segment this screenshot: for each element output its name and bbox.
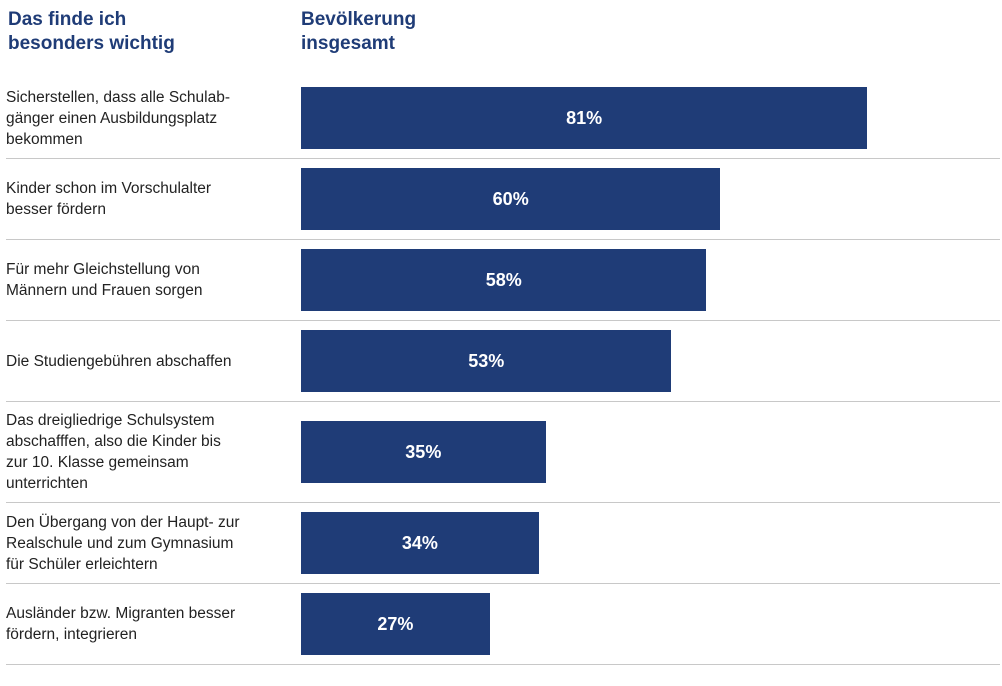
plot-area: 60%: [301, 168, 1000, 230]
bar: 60%: [301, 168, 721, 230]
bar: 35%: [301, 421, 546, 483]
bar: 34%: [301, 512, 539, 574]
plot-area: 81%: [301, 87, 1000, 149]
category-label: Ausländer bzw. Migranten besser fördern, …: [6, 603, 301, 645]
row: Sicherstellen, dass alle Schulab-gänger …: [6, 78, 1000, 159]
category-label-line: Ausländer bzw. Migranten besser: [6, 605, 236, 622]
category-label-line: bekommen: [6, 130, 83, 148]
bar: 27%: [301, 593, 490, 655]
row: Die Studiengebühren abschaffen 53%: [6, 321, 1000, 402]
title-line: besonders wichtig: [8, 33, 175, 54]
category-label-line: für Schüler erleichtern: [6, 555, 158, 573]
series-title-line: insgesamt: [301, 33, 395, 54]
category-label: Die Studiengebühren abschaffen: [6, 351, 301, 372]
title-line: Das finde ich: [8, 9, 127, 30]
value-label: 53%: [468, 350, 505, 371]
category-label-line: Den Übergang von der Haupt- zur: [6, 513, 240, 531]
value-label: 35%: [405, 441, 442, 462]
plot-area: 53%: [301, 330, 1000, 392]
category-label-line: Männern und Frauen sorgen: [6, 282, 203, 299]
category-label: Sicherstellen, dass alle Schulab-gänger …: [6, 87, 301, 150]
value-label: 27%: [377, 613, 414, 634]
category-label: Kinder schon im Vorschulalter besser förd…: [6, 178, 301, 220]
plot-area: 27%: [301, 593, 1000, 655]
category-label-line: unterrichten: [6, 475, 88, 492]
category-label-line: zur 10. Klasse gemeinsam: [6, 454, 189, 471]
row: Kinder schon im Vorschulalter besser förd…: [6, 159, 1000, 240]
bar: 53%: [301, 330, 672, 392]
series-header: Bevölkerung insgesamt: [301, 8, 416, 56]
category-label-line: abschafffen, also die Kinder bis: [6, 433, 221, 450]
category-label-line: Das dreigliedrige Schulsystem: [6, 412, 215, 429]
plot-area: 35%: [301, 421, 1000, 483]
row: Den Übergang von der Haupt- zur Realschul…: [6, 503, 1000, 584]
value-label: 60%: [492, 188, 529, 209]
value-label: 58%: [485, 269, 522, 290]
bar: 81%: [301, 87, 868, 149]
value-label: 81%: [566, 107, 603, 128]
plot-area: 58%: [301, 249, 1000, 311]
value-label: 34%: [401, 532, 438, 553]
category-label-line: gänger einen Ausbildungsplatz: [6, 109, 218, 127]
chart: Sicherstellen, dass alle Schulab-gänger …: [6, 78, 1000, 665]
category-label-line: besser fördern: [6, 201, 106, 218]
category-label-line: Realschule und zum Gymnasium: [6, 534, 234, 552]
row: Das dreigliedrige Schulsystem abschafffen…: [6, 402, 1000, 503]
row: Für mehr Gleichstellung von Männern und F…: [6, 240, 1000, 321]
category-label: Für mehr Gleichstellung von Männern und F…: [6, 259, 301, 301]
category-label-line: Für mehr Gleichstellung von: [6, 261, 200, 278]
category-label-line: Die Studiengebühren abschaffen: [6, 352, 232, 370]
category-label: Das dreigliedrige Schulsystem abschafffen…: [6, 410, 301, 494]
plot-area: 34%: [301, 512, 1000, 574]
column-header: Das finde ich besonders wichtig: [8, 8, 175, 56]
series-title-line: Bevölkerung: [301, 9, 417, 30]
category-label-line: Kinder schon im Vorschulalter: [6, 180, 212, 197]
category-label-line: Sicherstellen, dass alle Schulab-: [6, 88, 231, 106]
category-label-line: fördern, integrieren: [6, 626, 137, 643]
category-label: Den Übergang von der Haupt- zur Realschul…: [6, 512, 301, 575]
bar: 58%: [301, 249, 707, 311]
row: Ausländer bzw. Migranten besser fördern, …: [6, 584, 1000, 665]
